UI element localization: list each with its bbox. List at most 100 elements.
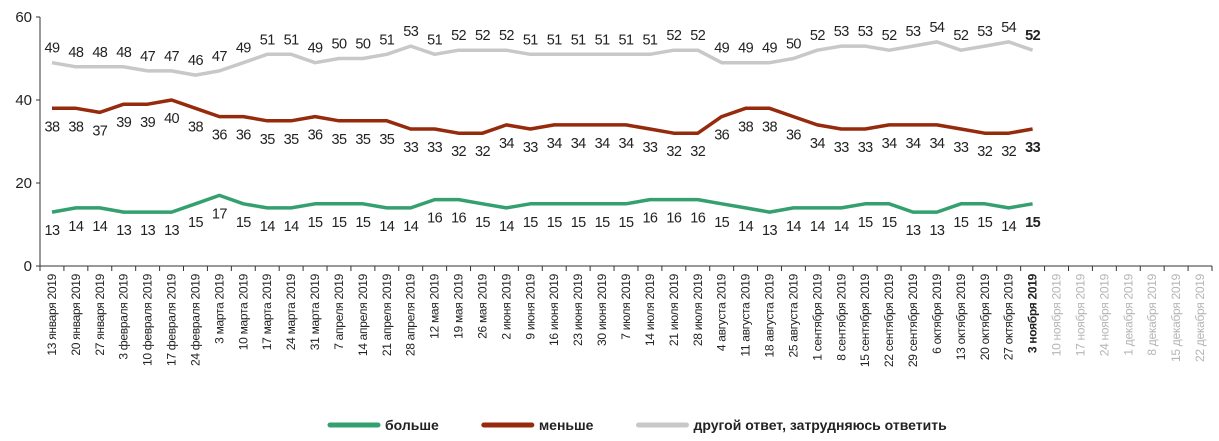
x-tick-label: 12 мая 2019 — [428, 273, 442, 338]
x-tick-label: 8 сентября 2019 — [834, 273, 848, 360]
data-label: 14 — [834, 219, 849, 235]
x-tick-label: 21 июля 2019 — [667, 273, 681, 346]
data-label: 35 — [379, 132, 394, 148]
data-label: 37 — [92, 123, 107, 139]
x-tick-label: 16 июня 2019 — [547, 273, 561, 346]
x-tick-label: 2 июня 2019 — [499, 273, 513, 339]
data-label: 38 — [762, 119, 777, 135]
data-label: 49 — [44, 41, 59, 57]
data-label: 33 — [953, 140, 968, 156]
data-label: 36 — [714, 128, 729, 144]
data-label: 52 — [690, 28, 705, 44]
data-label: 14 — [68, 219, 83, 235]
data-label: 35 — [332, 132, 347, 148]
data-label: 14 — [738, 219, 753, 235]
x-tick-label: 25 августа 2019 — [786, 273, 800, 357]
data-label: 49 — [236, 41, 251, 57]
data-label: 51 — [379, 32, 394, 48]
data-label: 52 — [451, 28, 466, 44]
data-label: 33 — [834, 140, 849, 156]
data-label: 51 — [619, 32, 634, 48]
data-label: 48 — [92, 45, 107, 61]
data-label: 15 — [188, 215, 203, 231]
legend-label: меньше — [539, 417, 594, 433]
x-tick-label: 23 июня 2019 — [571, 273, 585, 346]
data-label: 38 — [738, 119, 753, 135]
data-label: 34 — [810, 136, 825, 152]
data-label: 33 — [427, 140, 442, 156]
data-label: 32 — [1001, 144, 1016, 160]
data-label: 36 — [212, 128, 227, 144]
data-label: 14 — [810, 219, 825, 235]
x-tick-label: 7 июля 2019 — [619, 273, 633, 339]
series-line — [51, 193, 1033, 214]
data-label: 38 — [188, 119, 203, 135]
data-label: 49 — [714, 41, 729, 57]
data-label: 51 — [523, 32, 538, 48]
x-tick-label: 19 мая 2019 — [452, 273, 466, 338]
x-tick-label: 10 ноября 2019 — [1050, 273, 1064, 356]
data-label: 46 — [188, 53, 203, 69]
data-label: 14 — [786, 219, 801, 235]
data-label: 53 — [834, 24, 849, 40]
data-label: 35 — [355, 132, 370, 148]
data-label: 34 — [571, 136, 586, 152]
data-label: 33 — [642, 140, 657, 156]
data-label: 14 — [284, 219, 299, 235]
data-label: 32 — [977, 144, 992, 160]
data-label: 15 — [953, 215, 968, 231]
data-label: 33 — [403, 140, 418, 156]
data-label: 32 — [451, 144, 466, 160]
x-tick-label: 9 июня 2019 — [523, 273, 537, 339]
data-label: 13 — [140, 223, 155, 239]
data-label: 35 — [284, 132, 299, 148]
data-label: 15 — [236, 215, 251, 231]
x-tick-label: 28 апреля 2019 — [404, 273, 418, 356]
y-tick-label: 20 — [15, 175, 32, 192]
data-label: 51 — [595, 32, 610, 48]
x-tick-label: 10 февраля 2019 — [141, 273, 155, 366]
data-label: 53 — [858, 24, 873, 40]
x-tick-label: 15 сентября 2019 — [858, 273, 872, 367]
x-tick-label: 22 сентября 2019 — [882, 273, 896, 367]
data-label: 52 — [953, 28, 968, 44]
data-label: 13 — [116, 223, 131, 239]
data-label: 17 — [212, 206, 227, 222]
x-tick-label: 8 декабря 2019 — [1145, 273, 1159, 355]
data-label: 47 — [212, 49, 227, 65]
data-label: 33 — [523, 140, 538, 156]
x-tick-label: 10 марта 2019 — [236, 273, 250, 350]
data-label: 15 — [882, 215, 897, 231]
data-label: 51 — [547, 32, 562, 48]
data-label: 15 — [547, 215, 562, 231]
data-label: 52 — [499, 28, 514, 44]
data-label: 49 — [308, 41, 323, 57]
x-tick-label: 20 октября 2019 — [978, 273, 992, 360]
x-tick-label: 4 августа 2019 — [715, 273, 729, 351]
x-tick-label: 24 ноября 2019 — [1097, 273, 1111, 356]
data-label: 16 — [642, 211, 657, 227]
data-label: 13 — [906, 223, 921, 239]
data-label: 15 — [714, 215, 729, 231]
data-label: 34 — [547, 136, 562, 152]
data-label: 51 — [260, 32, 275, 48]
data-label: 16 — [690, 211, 705, 227]
x-tick-label: 17 ноября 2019 — [1073, 273, 1087, 356]
x-tick-label: 15 декабря 2019 — [1169, 273, 1183, 362]
x-tick-label: 21 апреля 2019 — [380, 273, 394, 356]
x-tick-label: 24 марта 2019 — [284, 273, 298, 350]
data-label: 34 — [882, 136, 897, 152]
x-tick-label: 29 сентября 2019 — [906, 273, 920, 367]
data-label: 52 — [475, 28, 490, 44]
data-label: 50 — [332, 37, 347, 53]
data-label: 36 — [236, 128, 251, 144]
x-tick-label: 18 августа 2019 — [763, 273, 777, 357]
data-label: 15 — [595, 215, 610, 231]
data-label: 16 — [451, 211, 466, 227]
x-tick-label: 27 января 2019 — [93, 273, 107, 355]
data-label: 51 — [571, 32, 586, 48]
data-label: 54 — [1001, 20, 1016, 36]
data-label: 13 — [164, 223, 179, 239]
data-label: 13 — [762, 223, 777, 239]
data-label: 48 — [68, 45, 83, 61]
